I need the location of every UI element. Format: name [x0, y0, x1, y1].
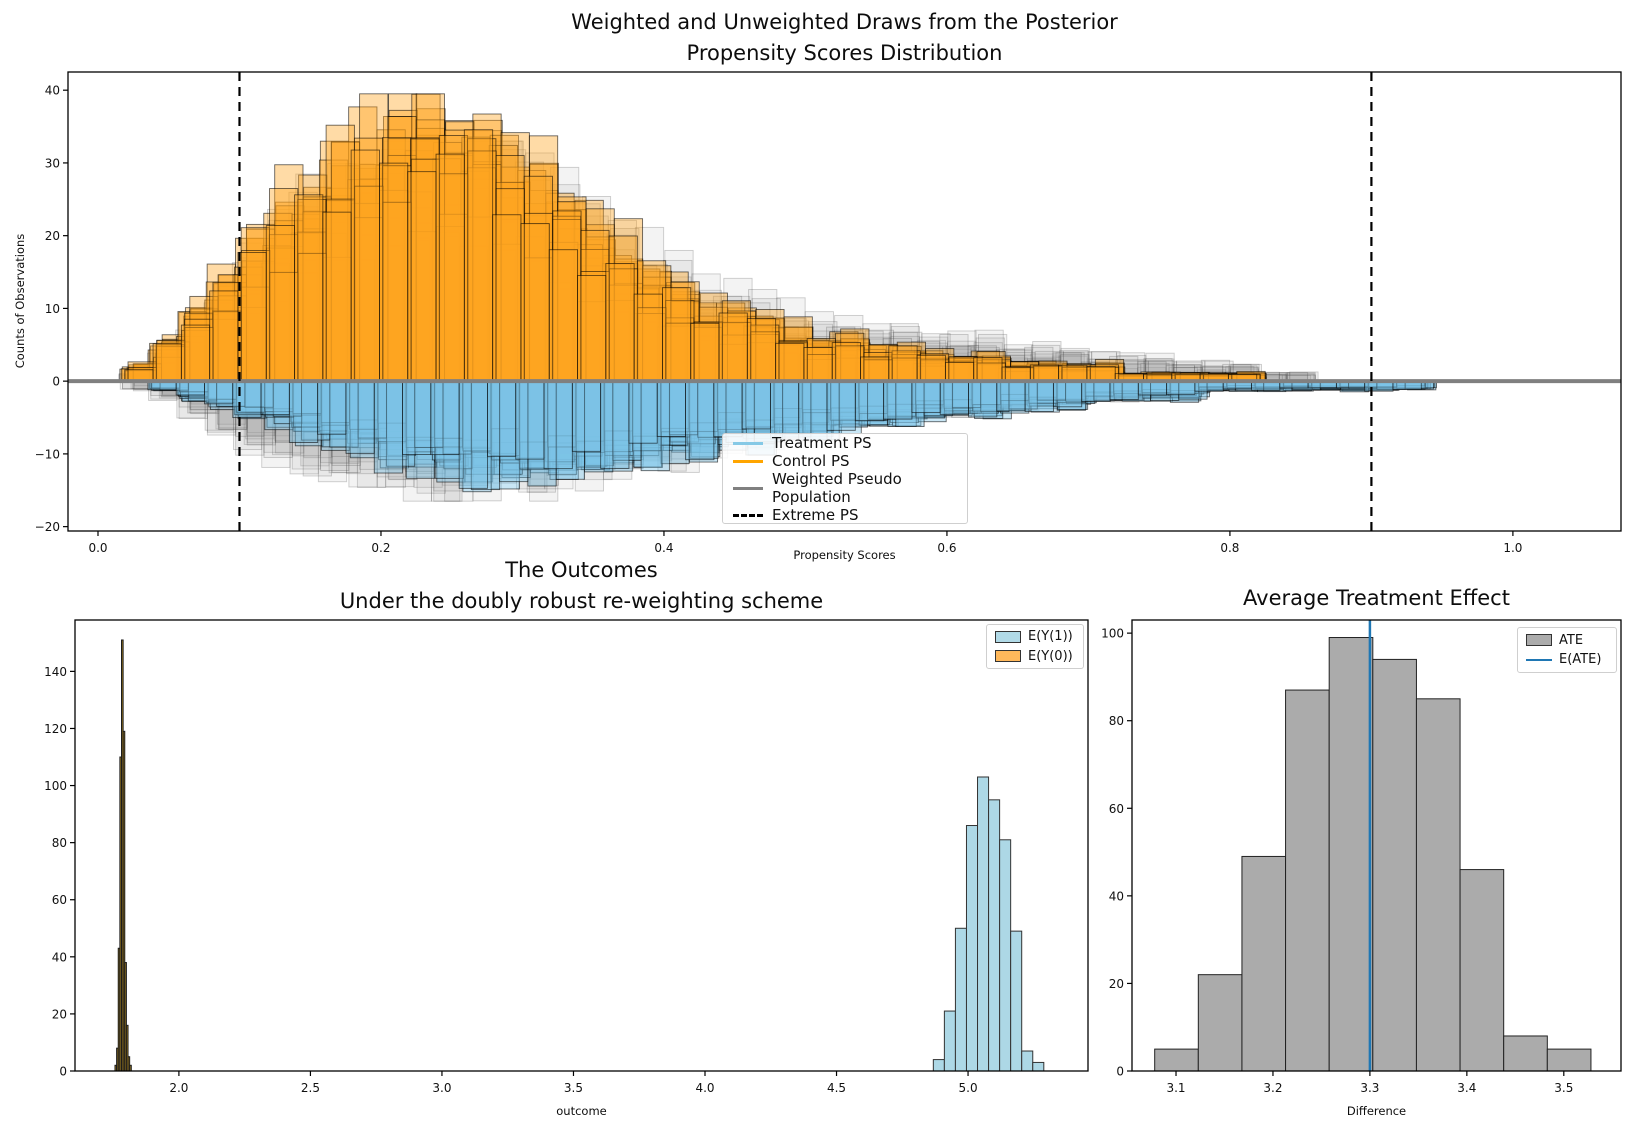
- y-tick-label: 80: [1109, 714, 1124, 728]
- x-tick-label: 2.5: [301, 1081, 320, 1095]
- hist-series: [1154, 637, 1592, 1072]
- y-tick-label: 0: [59, 1065, 67, 1079]
- ey0-patch-swatch: [995, 650, 1021, 663]
- x-tick-label: 4.0: [695, 1081, 714, 1095]
- figure-title-line2: Propensity Scores Distribution: [686, 41, 1003, 65]
- outcomes-plot: 2.0 2.5 3.0 3.5 4.0 4.5 5.0 0 20 40 60 80 100 120 140: [44, 619, 1089, 1095]
- legend-item-ey1: E(Y(1)): [987, 629, 1083, 644]
- y-tick-label: 0: [1116, 1065, 1124, 1079]
- legend-item-ey0: E(Y(0)): [987, 649, 1083, 664]
- legend-label: Weighted Pseudo Population: [772, 470, 902, 506]
- ensemble-series-up: [119, 93, 1267, 382]
- axes-box: [1131, 619, 1622, 1072]
- x-tick-label: 3.4: [1457, 1081, 1476, 1095]
- x-tick-label: 4.5: [827, 1081, 846, 1095]
- x-tick-label: 3.5: [564, 1081, 583, 1095]
- hist-series: [114, 639, 132, 1072]
- ate-plot: 3.1 3.2 3.3 3.4 3.5 0 20 40 60 80 100: [1101, 619, 1622, 1095]
- legend-label: E(ATE): [1559, 652, 1602, 668]
- y-tick-label: 20: [1109, 977, 1124, 991]
- x-tick-label: 2.0: [169, 1081, 188, 1095]
- legend-label: E(Y(0)): [1028, 648, 1073, 664]
- axes-box: [67, 71, 1622, 532]
- y-tick-label: 20: [52, 1007, 67, 1021]
- legend-item-weighted-pseudo-population: Weighted Pseudo Population: [723, 470, 967, 506]
- propensity-plot: 0.0 0.2 0.4 0.6 0.8 1.0 −20 −10 0 10 20 30 40: [35, 71, 1622, 555]
- x-tick-label: 0.2: [371, 541, 390, 555]
- ate-legend: ATE E(ATE): [1517, 627, 1617, 673]
- ate-title: Average Treatment Effect: [1243, 586, 1510, 610]
- x-tick-label: 1.0: [1503, 541, 1522, 555]
- y-tick-label: 0: [52, 375, 60, 389]
- ate-patch-swatch: [1526, 634, 1552, 647]
- legend-item-treatment-ps: Treatment PS: [723, 434, 967, 452]
- legend-item-eate: E(ATE): [1518, 652, 1616, 667]
- x-tick-label: 0.6: [937, 541, 956, 555]
- ate-xaxis-label: Difference: [1346, 1104, 1407, 1118]
- legend-label: Treatment PS: [772, 434, 872, 452]
- outcomes-title: The Outcomes Under the doubly robust re-…: [75, 555, 1088, 617]
- ey1-patch-swatch: [995, 630, 1021, 643]
- legend-label: Control PS: [772, 452, 850, 470]
- y-tick-label: 60: [52, 893, 67, 907]
- y-tick-label: 40: [1109, 889, 1124, 903]
- y-tick-label: 140: [44, 665, 67, 679]
- legend-label: Extreme PS: [772, 506, 859, 524]
- control-ps-line-swatch: [733, 459, 763, 463]
- x-tick-label: 0.8: [1220, 541, 1239, 555]
- outcomes-title-line1: The Outcomes: [505, 558, 658, 582]
- axes-box: [74, 619, 1089, 1072]
- treatment-ps-line-swatch: [733, 441, 763, 445]
- x-tick-label: 3.2: [1263, 1081, 1282, 1095]
- y-tick-label: 40: [45, 84, 60, 98]
- y-tick-label: 120: [44, 722, 67, 736]
- x-tick-label: 3.1: [1166, 1081, 1185, 1095]
- ensemble-series-down: [147, 380, 1437, 493]
- y-tick-label: 10: [45, 302, 60, 316]
- figure-title: Weighted and Unweighted Draws from the P…: [68, 7, 1621, 69]
- y-tick-label: 30: [45, 156, 60, 170]
- outcomes-legend: E(Y(1)) E(Y(0)): [986, 624, 1084, 669]
- legend-item-extreme-ps: Extreme PS: [723, 506, 967, 524]
- outcomes-title-line2: Under the doubly robust re-weighting sch…: [339, 589, 824, 613]
- legend-item-control-ps: Control PS: [723, 452, 967, 470]
- y-tick-label: 40: [52, 950, 67, 964]
- propensity-yaxis-label: Counts of Observations: [13, 233, 27, 369]
- y-tick-label: 20: [45, 229, 60, 243]
- weighted-pseudo-line-swatch: [733, 486, 763, 490]
- y-tick-label: −20: [35, 520, 60, 534]
- hist-series: [932, 776, 1045, 1072]
- x-tick-label: 3.0: [432, 1081, 451, 1095]
- propensity-legend: Treatment PS Control PS Weighted Pseudo …: [722, 433, 968, 524]
- eate-line-swatch: [1526, 658, 1552, 661]
- propensity-xaxis-label: Propensity Scores: [793, 548, 896, 562]
- y-tick-label: 60: [1109, 802, 1124, 816]
- x-tick-label: 0.4: [654, 541, 673, 555]
- x-tick-label: 5.0: [959, 1081, 978, 1095]
- legend-label: ATE: [1559, 632, 1584, 648]
- y-tick-label: 80: [52, 836, 67, 850]
- y-tick-label: 100: [1101, 627, 1124, 641]
- y-tick-label: −10: [35, 447, 60, 461]
- x-tick-label: 3.3: [1360, 1081, 1379, 1095]
- outcomes-xaxis-label: outcome: [556, 1104, 607, 1118]
- figure-title-line1: Weighted and Unweighted Draws from the P…: [571, 10, 1118, 34]
- legend-item-ate: ATE: [1518, 633, 1616, 648]
- legend-label: E(Y(1)): [1028, 629, 1073, 645]
- y-tick-label: 100: [44, 779, 67, 793]
- x-tick-label: 0.0: [88, 541, 107, 555]
- x-tick-label: 3.5: [1554, 1081, 1573, 1095]
- extreme-ps-dashed-line-swatch: [733, 513, 763, 517]
